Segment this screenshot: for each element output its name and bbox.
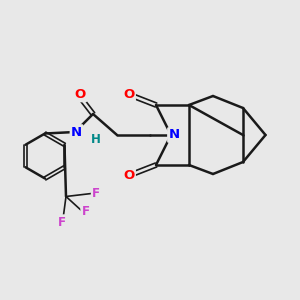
Text: F: F <box>82 205 89 218</box>
Text: N: N <box>71 125 82 139</box>
Text: F: F <box>92 187 100 200</box>
Text: F: F <box>58 215 65 229</box>
Text: H: H <box>91 133 101 146</box>
Text: O: O <box>123 88 135 101</box>
Text: N: N <box>168 128 180 142</box>
Text: O: O <box>123 169 135 182</box>
Text: O: O <box>74 88 86 101</box>
